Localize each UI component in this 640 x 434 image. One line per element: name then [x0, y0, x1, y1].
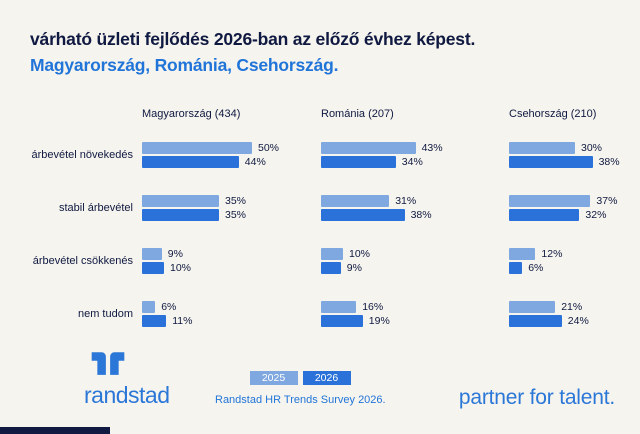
header: várható üzleti fejlődés 2026-ban az előz…: [30, 26, 475, 78]
bar-2025: [509, 142, 575, 154]
bar-value-label: 37%: [596, 195, 618, 207]
chart: Magyarország (434) Románia (207) Csehors…: [0, 104, 640, 354]
bar-2026: [142, 315, 167, 327]
bar-group-cell: 43% 34%: [321, 142, 509, 195]
bar-group-cell: 30% 38%: [509, 142, 640, 195]
bar-value-label: 24%: [567, 315, 589, 327]
bar-group-cell: 12% 6%: [509, 248, 640, 301]
bar-2025: [142, 301, 156, 313]
bar-2026: [509, 156, 593, 168]
chart-row: árbevétel csökkenés 9% 10% 10% 9% 12% 6%: [0, 248, 640, 301]
chart-header-row: Magyarország (434) Románia (207) Csehors…: [0, 104, 640, 142]
randstad-wordmark: randstad: [84, 382, 170, 408]
bar-value-label: 9%: [346, 262, 362, 274]
group-header-romania: Románia (207): [321, 108, 394, 120]
bar-2025: [321, 248, 343, 260]
bar-2026: [321, 209, 405, 221]
bar-group-cell: 37% 32%: [509, 195, 640, 248]
bar-value-label: 38%: [598, 156, 620, 168]
bar-2025: [509, 301, 556, 313]
bar-2026: [509, 209, 580, 221]
bar-group-cell: 21% 24%: [509, 301, 640, 354]
bar-value-label: 11%: [172, 315, 193, 327]
group-header-csehorszag: Csehország (210): [509, 108, 597, 120]
page-subtitle: Magyarország, Románia, Csehország.: [30, 55, 339, 75]
bar-value-label: 12%: [541, 248, 563, 260]
bar-value-label: 10%: [349, 248, 371, 260]
footer-center: 2025 2026 Randstad HR Trends Survey 2026…: [215, 371, 386, 406]
chart-row: árbevétel növekedés 50% 44% 43% 34% 30% 38%: [0, 142, 640, 195]
category-label: árbevétel növekedés: [31, 149, 133, 161]
chart-row: nem tudom 6% 11% 16% 19% 21% 24%: [0, 301, 640, 354]
chart-rows: árbevétel növekedés 50% 44% 43% 34% 30% 38% sta…: [0, 142, 640, 354]
bar-2026: [321, 156, 396, 168]
bar-group-cell: 6% 11%: [142, 301, 321, 354]
bar-value-label: 38%: [410, 209, 432, 221]
category-label: árbevétel csökkenés: [32, 255, 133, 267]
bottom-accent-bar: [0, 427, 110, 434]
bar-group-cell: 35% 35%: [142, 195, 321, 248]
bar-value-label: 30%: [581, 142, 603, 154]
legend-badge-2026: 2026: [302, 371, 351, 385]
bar-value-label: 9%: [167, 248, 183, 260]
bar-value-label: 21%: [561, 301, 583, 313]
bar-group-cell: 31% 38%: [321, 195, 509, 248]
bar-value-label: 10%: [170, 262, 192, 274]
group-header-magyarorszag: Magyarország (434): [142, 108, 241, 120]
chart-legend: 2025 2026: [215, 371, 385, 385]
bar-2025: [321, 142, 416, 154]
category-label: stabil árbevétel: [59, 202, 133, 214]
chart-header-spacer: [0, 104, 142, 142]
bar-group-cell: 50% 44%: [142, 142, 321, 195]
bar-value-label: 50%: [258, 142, 280, 154]
randstad-logo-icon: [91, 352, 125, 375]
bar-2026: [321, 315, 363, 327]
bar-value-label: 6%: [528, 262, 544, 274]
survey-note: Randstad HR Trends Survey 2026.: [215, 394, 386, 406]
bar-value-label: 43%: [421, 142, 443, 154]
bar-2026: [142, 262, 164, 274]
page-title: várható üzleti fejlődés 2026-ban az előz…: [30, 29, 476, 49]
bar-2026: [142, 156, 239, 168]
bar-value-label: 35%: [225, 209, 247, 221]
bar-value-label: 16%: [362, 301, 384, 313]
bar-2026: [142, 209, 219, 221]
bar-value-label: 44%: [244, 156, 266, 168]
bar-2026: [321, 262, 341, 274]
bar-group-cell: 10% 9%: [321, 248, 509, 301]
bar-2025: [509, 195, 591, 207]
bar-value-label: 35%: [225, 195, 247, 207]
chart-row: stabil árbevétel 35% 35% 31% 38% 37% 32%: [0, 195, 640, 248]
bar-2025: [142, 142, 252, 154]
bar-2025: [142, 195, 219, 207]
bar-value-label: 31%: [395, 195, 417, 207]
bar-value-label: 19%: [368, 315, 390, 327]
bar-group-cell: 16% 19%: [321, 301, 509, 354]
bar-2025: [321, 195, 390, 207]
category-label: nem tudom: [77, 308, 133, 320]
legend-badge-2025: 2025: [249, 371, 298, 385]
bar-2026: [509, 262, 523, 274]
bar-value-label: 32%: [585, 209, 607, 221]
bar-2026: [509, 315, 562, 327]
bar-2025: [142, 248, 162, 260]
bar-value-label: 34%: [401, 156, 423, 168]
bar-value-label: 6%: [161, 301, 177, 313]
bar-2025: [321, 301, 357, 313]
bar-group-cell: 9% 10%: [142, 248, 321, 301]
tagline: partner for talent.: [458, 386, 615, 409]
bar-2025: [509, 248, 536, 260]
